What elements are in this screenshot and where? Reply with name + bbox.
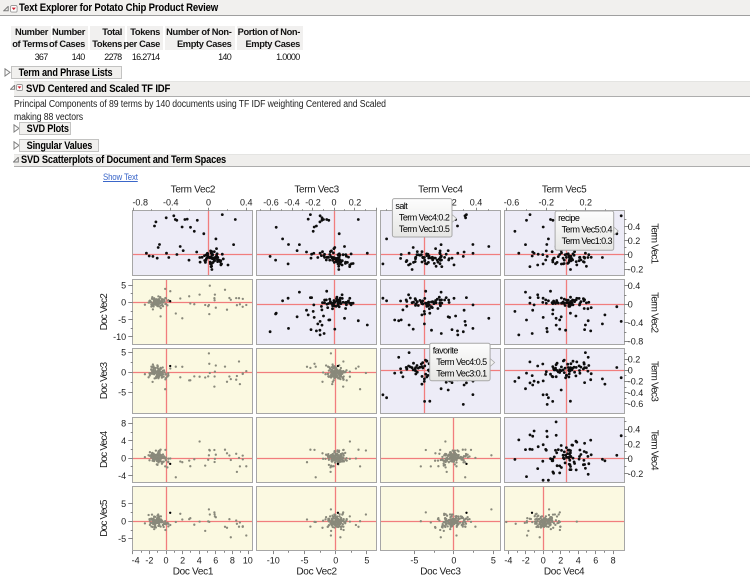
svg-text:Doc Vec3: Doc Vec3: [420, 567, 461, 578]
svg-text:6: 6: [593, 555, 598, 565]
svg-text:5: 5: [364, 555, 369, 565]
svg-text:-0.6: -0.6: [504, 197, 520, 207]
svg-text:0: 0: [628, 454, 633, 464]
svg-text:-2: -2: [145, 555, 153, 565]
svg-text:-0.6: -0.6: [263, 197, 279, 207]
svg-text:0: 0: [121, 298, 126, 308]
svg-text:0: 0: [333, 555, 338, 565]
svg-text:Doc Vec2: Doc Vec2: [99, 293, 110, 331]
svg-text:-0.2: -0.2: [305, 197, 321, 207]
svg-text:0.4: 0.4: [240, 197, 253, 207]
svg-text:Doc Vec4: Doc Vec4: [99, 430, 110, 468]
svg-text:0: 0: [628, 366, 633, 376]
svg-text:Term Vec1:0.5: Term Vec1:0.5: [399, 224, 450, 234]
svg-text:0.2: 0.2: [628, 439, 641, 449]
svg-text:-4: -4: [504, 555, 512, 565]
svg-text:Term Vec1:0.3: Term Vec1:0.3: [562, 236, 613, 246]
svg-text:-10: -10: [113, 332, 126, 342]
svg-text:-0.2: -0.2: [628, 264, 644, 274]
svg-text:Term Vec3: Term Vec3: [294, 184, 339, 195]
svg-text:4: 4: [121, 436, 126, 446]
svg-text:8: 8: [611, 555, 616, 565]
svg-text:Term Vec4:0.2: Term Vec4:0.2: [399, 212, 450, 222]
svg-text:-0.2: -0.2: [628, 469, 644, 479]
svg-text:-0.2: -0.2: [539, 197, 555, 207]
svg-text:5: 5: [121, 499, 126, 509]
svg-text:Doc Vec1: Doc Vec1: [173, 567, 214, 578]
svg-text:-0.4: -0.4: [628, 318, 644, 328]
svg-text:-0.4: -0.4: [284, 197, 300, 207]
svg-text:-4: -4: [118, 471, 126, 481]
svg-text:Doc Vec2: Doc Vec2: [296, 567, 337, 578]
svg-text:5: 5: [121, 348, 126, 358]
svg-text:-0.4: -0.4: [163, 197, 179, 207]
svg-text:Term Vec1: Term Vec1: [649, 223, 660, 264]
svg-text:Doc Vec4: Doc Vec4: [544, 567, 585, 578]
svg-text:10: 10: [243, 555, 253, 565]
svg-text:Term Vec3:0.1: Term Vec3:0.1: [436, 368, 487, 378]
svg-text:4: 4: [197, 555, 202, 565]
svg-text:8: 8: [121, 419, 126, 429]
svg-text:0.4: 0.4: [628, 281, 641, 291]
svg-text:6: 6: [213, 555, 218, 565]
svg-text:2: 2: [558, 555, 563, 565]
svg-text:0.2: 0.2: [349, 197, 362, 207]
svg-text:Term Vec4:0.5: Term Vec4:0.5: [436, 357, 487, 367]
svg-text:Term Vec4: Term Vec4: [649, 430, 660, 471]
svg-text:0: 0: [451, 555, 456, 565]
svg-text:-5: -5: [118, 315, 126, 325]
svg-text:salt: salt: [395, 201, 408, 211]
svg-text:-5: -5: [300, 555, 308, 565]
svg-text:-5: -5: [410, 555, 418, 565]
svg-text:recipe: recipe: [558, 213, 580, 223]
svg-text:0.4: 0.4: [470, 197, 483, 207]
svg-text:8: 8: [230, 555, 235, 565]
svg-text:-5: -5: [118, 534, 126, 544]
svg-text:4: 4: [576, 555, 581, 565]
svg-text:Term Vec5: Term Vec5: [542, 184, 587, 195]
svg-text:2: 2: [180, 555, 185, 565]
svg-text:0: 0: [121, 368, 126, 378]
svg-text:-0.8: -0.8: [132, 197, 148, 207]
svg-text:-2: -2: [522, 555, 530, 565]
svg-text:0: 0: [163, 555, 168, 565]
svg-text:favorite: favorite: [433, 345, 459, 355]
svg-text:-10: -10: [267, 555, 280, 565]
svg-text:Doc Vec3: Doc Vec3: [99, 362, 110, 400]
svg-text:0.2: 0.2: [628, 354, 641, 364]
svg-text:0: 0: [121, 453, 126, 463]
svg-text:Doc Vec5: Doc Vec5: [99, 499, 110, 537]
svg-text:-4: -4: [132, 555, 140, 565]
svg-text:0.2: 0.2: [579, 197, 592, 207]
svg-text:-0.8: -0.8: [628, 337, 644, 347]
svg-text:Term Vec3: Term Vec3: [649, 361, 660, 402]
svg-text:-5: -5: [118, 388, 126, 398]
svg-text:Term Vec4: Term Vec4: [418, 184, 463, 195]
svg-text:Term Vec5:0.4: Term Vec5:0.4: [562, 225, 613, 235]
svg-text:-0.2: -0.2: [628, 377, 644, 387]
svg-text:0: 0: [206, 197, 211, 207]
svg-text:0: 0: [331, 197, 336, 207]
svg-text:5: 5: [491, 555, 496, 565]
svg-text:-0.4: -0.4: [628, 388, 644, 398]
svg-text:0: 0: [628, 250, 633, 260]
svg-text:0: 0: [121, 517, 126, 527]
svg-text:Term Vec2: Term Vec2: [171, 184, 216, 195]
svg-text:0.4: 0.4: [628, 222, 641, 232]
svg-text:0.4: 0.4: [628, 425, 641, 435]
svg-text:0: 0: [541, 555, 546, 565]
svg-text:0.2: 0.2: [628, 236, 641, 246]
svg-text:5: 5: [121, 280, 126, 290]
svg-text:0: 0: [628, 300, 633, 310]
svg-text:-0.6: -0.6: [628, 399, 644, 409]
svg-text:Term Vec2: Term Vec2: [649, 292, 660, 333]
